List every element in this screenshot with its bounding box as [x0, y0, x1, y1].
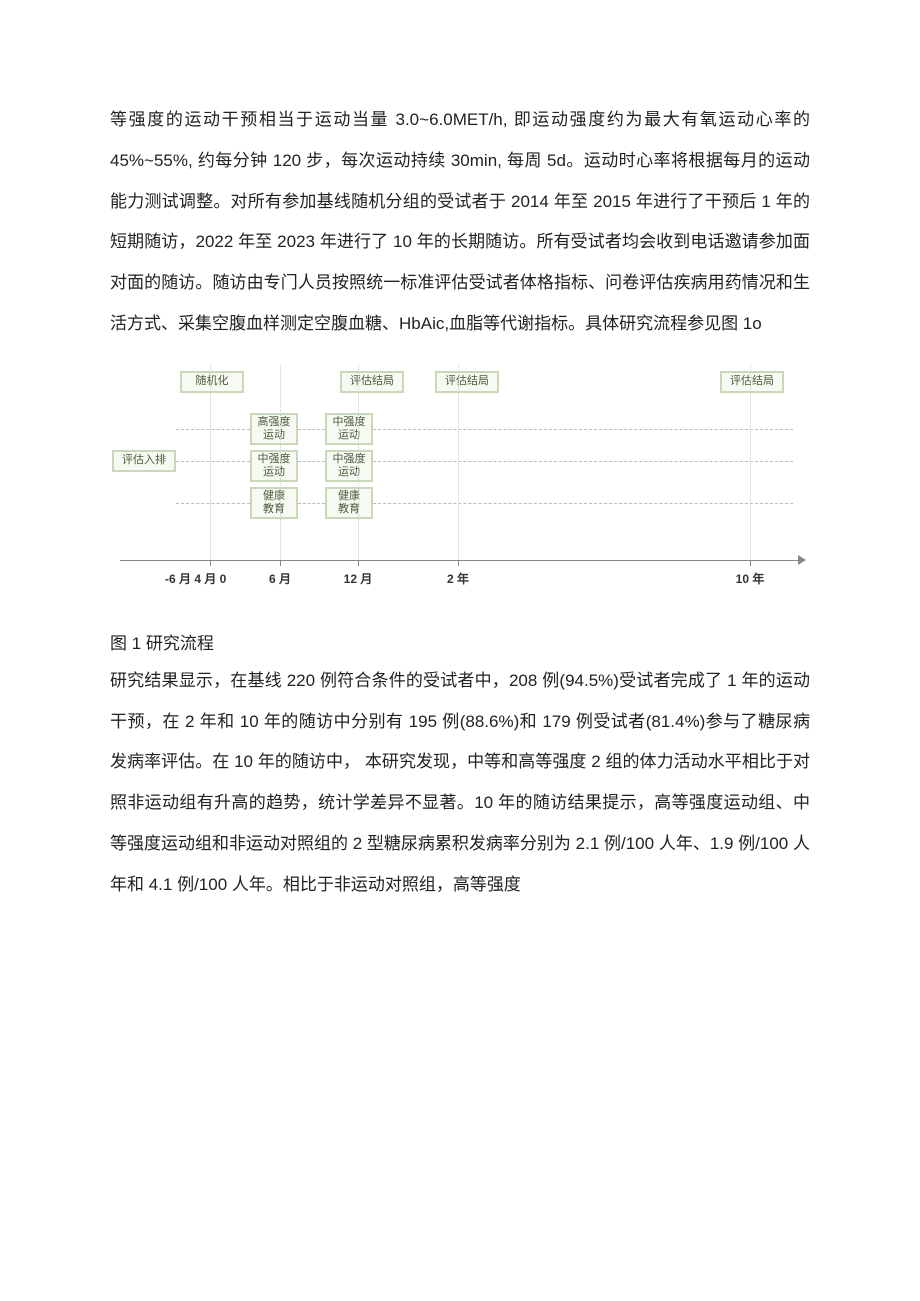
paragraph-1: 等强度的运动干预相当于运动当量 3.0~6.0MET/h, 即运动强度约为最大有…: [110, 100, 810, 345]
figure-1: 随机化 评估结局 评估结局 评估结局 评估入排 高强度 运动 中强度 运动 健康…: [110, 365, 810, 625]
box-mid-1: 中强度 运动: [250, 450, 298, 482]
connector: [176, 503, 250, 504]
box-eval3: 评估结局: [720, 371, 784, 393]
box-edu-2: 健康 教育: [325, 487, 373, 519]
box-randomize: 随机化: [180, 371, 244, 393]
box-eval1: 评估结局: [340, 371, 404, 393]
tick-label-10y: 10 年: [736, 570, 765, 587]
connector: [373, 503, 793, 504]
tick-12m: [358, 560, 359, 566]
paragraph-2: 研究结果显示，在基线 220 例符合条件的受试者中，208 例(94.5%)受试…: [110, 661, 810, 906]
tick-0: [210, 560, 211, 566]
figure-caption: 图 1 研究流程: [110, 627, 810, 661]
box-enroll: 评估入排: [112, 450, 176, 472]
tick-10y: [750, 560, 751, 566]
connector: [373, 461, 793, 462]
connector: [176, 461, 250, 462]
connector: [298, 429, 325, 430]
tick-label-12m: 12 月: [344, 570, 373, 587]
timeline-arrow: [798, 555, 806, 565]
connector: [298, 461, 325, 462]
box-high-1: 高强度 运动: [250, 413, 298, 445]
tick-2y: [458, 560, 459, 566]
tick-label-2y: 2 年: [447, 570, 469, 587]
tick-6m: [280, 560, 281, 566]
box-mid-2: 中强度 运动: [325, 413, 373, 445]
box-edu-1: 健康 教育: [250, 487, 298, 519]
connector: [176, 429, 250, 430]
tick-label-pre: -6 月 4 月 0: [165, 570, 226, 587]
connector: [373, 429, 793, 430]
timeline-axis: [120, 560, 800, 561]
tick-label-6m: 6 月: [269, 570, 291, 587]
connector: [298, 503, 325, 504]
box-mid-3: 中强度 运动: [325, 450, 373, 482]
box-eval2: 评估结局: [435, 371, 499, 393]
